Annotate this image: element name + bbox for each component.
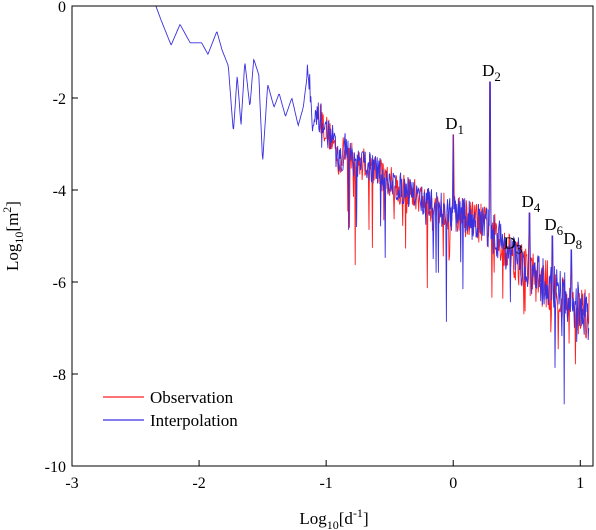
- peak-label-d6: D6: [544, 215, 563, 238]
- legend-label-interpolation: Interpolation: [150, 411, 238, 430]
- x-tick-label: -2: [192, 475, 205, 492]
- peak-label-d2: D2: [482, 61, 501, 84]
- y-tick-label: -8: [53, 367, 66, 384]
- peak-label-d3: D3: [504, 233, 523, 256]
- plot-lines: [155, 5, 590, 405]
- y-tick-label: -10: [45, 459, 66, 476]
- y-tick-label: -2: [53, 91, 66, 108]
- axes: -3 -2 -1 0 10-2-4-6-8-10: [45, 0, 594, 492]
- y-tick-label: 0: [58, 0, 66, 16]
- legend-label-observation: Observation: [150, 388, 234, 407]
- series-observation-line: [319, 81, 590, 365]
- x-tick-label: -1: [319, 475, 332, 492]
- x-tick-label: 1: [576, 475, 584, 492]
- x-tick-label: -3: [65, 475, 78, 492]
- y-axis-title: Log10[m2]: [0, 201, 26, 271]
- y-tick-label: -4: [53, 183, 66, 200]
- series-interpolation-line: [155, 5, 590, 405]
- peak-label-d4: D4: [521, 192, 540, 215]
- plot-frame: [71, 5, 594, 467]
- x-axis-title: Log10[d-1]: [299, 506, 368, 530]
- peak-label-d1: D1: [445, 114, 464, 137]
- y-tick-label: -6: [53, 275, 66, 292]
- legend: Observation Interpolation: [103, 388, 238, 430]
- x-tick-label: 0: [449, 475, 457, 492]
- peak-label-d8: D8: [563, 229, 582, 252]
